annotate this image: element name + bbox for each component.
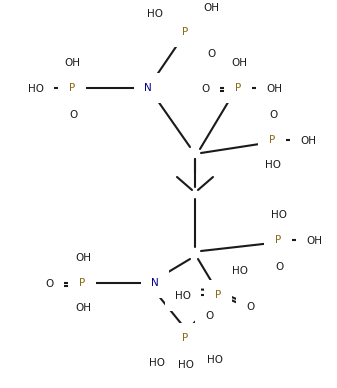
Text: HO: HO — [175, 291, 191, 301]
Text: O: O — [205, 311, 213, 321]
Text: OH: OH — [306, 236, 322, 246]
Text: P: P — [215, 290, 221, 300]
Text: OH: OH — [266, 84, 282, 94]
Text: OH: OH — [231, 58, 247, 68]
Text: O: O — [46, 279, 54, 289]
Text: HO: HO — [149, 358, 165, 368]
Text: P: P — [235, 83, 241, 93]
Text: O: O — [202, 84, 210, 94]
Text: N: N — [144, 83, 152, 93]
Text: HO: HO — [28, 84, 44, 94]
Text: O: O — [275, 262, 283, 272]
Text: HO: HO — [265, 160, 281, 170]
Text: OH: OH — [75, 253, 91, 263]
Text: P: P — [182, 333, 188, 343]
Text: P: P — [182, 27, 188, 37]
Text: OH: OH — [64, 58, 80, 68]
Text: N: N — [151, 278, 159, 288]
Text: P: P — [275, 235, 281, 245]
Text: P: P — [269, 135, 275, 145]
Text: O: O — [246, 302, 254, 312]
Text: O: O — [269, 110, 277, 120]
Text: HO: HO — [207, 355, 223, 365]
Text: HO: HO — [232, 266, 248, 276]
Text: OH: OH — [203, 3, 219, 13]
Text: HO: HO — [271, 210, 287, 220]
Text: O: O — [69, 110, 77, 120]
Text: P: P — [69, 83, 75, 93]
Text: HO: HO — [147, 9, 163, 19]
Text: HO: HO — [178, 360, 194, 370]
Text: OH: OH — [75, 303, 91, 313]
Text: O: O — [207, 49, 215, 59]
Text: P: P — [79, 278, 85, 288]
Text: OH: OH — [300, 136, 316, 146]
